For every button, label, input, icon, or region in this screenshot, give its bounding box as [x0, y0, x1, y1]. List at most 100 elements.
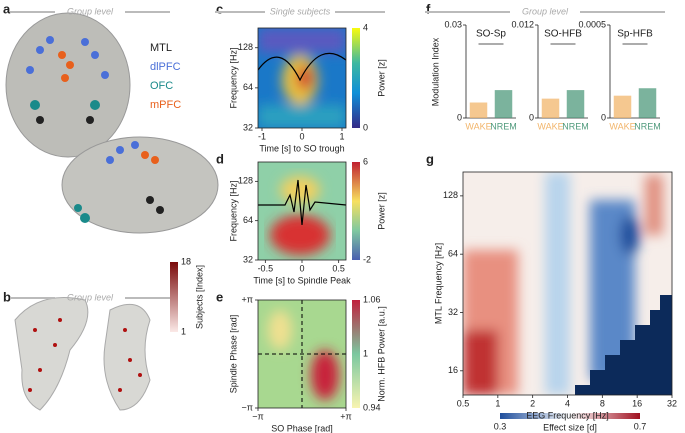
- colorbar-tick-label: -2: [363, 254, 371, 264]
- y-tick-label: 128: [238, 176, 253, 186]
- x-tick-label: -1: [258, 131, 266, 141]
- colorbar-tick-label: 4: [363, 22, 368, 32]
- x-tick-label: 4: [565, 398, 570, 408]
- brain-image: [5, 12, 219, 234]
- colorbar-label: Power [z]: [376, 59, 386, 97]
- header: Group level: [522, 6, 569, 16]
- colorbar-tick-label: 1: [363, 348, 368, 358]
- x-axis-label: EEG Frequency [Hz]: [526, 410, 609, 420]
- legend-entry: mPFC: [150, 99, 181, 111]
- colorbar-label: Power [z]: [376, 192, 386, 230]
- x-tick-label: NREM: [562, 121, 589, 131]
- chart-title: SO-Sp: [476, 29, 506, 40]
- x-tick-label: 2: [530, 398, 535, 408]
- bar: [494, 90, 513, 118]
- x-tick-label: NREM: [634, 121, 661, 131]
- heatmap-e: [258, 300, 346, 408]
- y-tick-label: 16: [448, 365, 458, 375]
- panel-letter: a: [3, 1, 11, 16]
- x-tick-label: -0.5: [258, 263, 274, 273]
- colorbar-label: Norm. HFB Power [a.u.]: [376, 306, 386, 402]
- y-tick-label: 128: [238, 42, 253, 52]
- x-tick-label: 0.5: [332, 263, 345, 273]
- colorbar: [352, 28, 360, 128]
- colorbar-tick-label: 0.7: [634, 421, 647, 431]
- heatmap-d: [258, 162, 346, 260]
- panel-letter: f: [426, 1, 431, 16]
- heatmap-g: [463, 172, 672, 395]
- legend-entry: dlPFC: [150, 61, 181, 73]
- legend-entry: OFC: [150, 80, 173, 92]
- y-tick-label: 32: [448, 307, 458, 317]
- frame: [257, 299, 347, 409]
- y-tick-label: +π: [242, 294, 253, 304]
- x-tick-label: 0.5: [457, 398, 470, 408]
- panel-letter: b: [3, 289, 11, 304]
- panel-letter: c: [216, 1, 223, 16]
- y-tick-label: 64: [243, 82, 253, 92]
- x-tick-label: WAKE: [537, 121, 563, 131]
- bar: [613, 95, 632, 118]
- colorbar: [170, 262, 178, 332]
- colorbar-tick-label: 6: [363, 156, 368, 166]
- x-tick-label: WAKE: [609, 121, 635, 131]
- bar: [566, 90, 585, 118]
- x-axis-label: Time [s] to Spindle Peak: [253, 275, 351, 285]
- legend-entry: MTL: [150, 42, 172, 54]
- y-axis-label: Spindle Phase [rad]: [228, 315, 238, 394]
- y-tick-label: 128: [443, 190, 458, 200]
- y-tick-label: 64: [243, 215, 253, 225]
- header: Group level: [67, 292, 114, 302]
- bar: [541, 98, 560, 118]
- x-axis-label: Time [s] to SO trough: [259, 143, 344, 153]
- hippocampus-image: [14, 297, 151, 411]
- y-tick-label: 0: [601, 112, 606, 122]
- y-tick-label: 0.012: [511, 19, 534, 29]
- x-tick-label: −π: [252, 411, 263, 421]
- panel-letter: e: [216, 289, 223, 304]
- colorbar-tick-label: 1.06: [363, 294, 381, 304]
- y-tick-label: 64: [448, 249, 458, 259]
- x-tick-label: 32: [667, 398, 677, 408]
- header: Single subjects: [270, 6, 331, 16]
- colorbar-tick-label: 0.3: [494, 421, 507, 431]
- x-tick-label: +π: [340, 411, 351, 421]
- colorbar: [352, 300, 360, 408]
- y-tick-label: −π: [242, 402, 253, 412]
- panel-letter: d: [216, 151, 224, 166]
- y-tick-label: 0.0005: [578, 19, 606, 29]
- x-axis-label: SO Phase [rad]: [271, 423, 333, 433]
- y-tick-label: 32: [243, 122, 253, 132]
- x-tick-label: 0: [299, 263, 304, 273]
- y-axis-label: Frequency [Hz]: [228, 47, 238, 108]
- colorbar: [352, 162, 360, 260]
- x-tick-label: 0: [299, 131, 304, 141]
- colorbar-tick-label: 18: [181, 256, 191, 266]
- chart-title: Sp-HFB: [617, 29, 653, 40]
- bar: [469, 102, 488, 118]
- y-axis-label: Modulation Index: [430, 37, 440, 106]
- colorbar: [500, 413, 640, 419]
- heatmap-c: [258, 28, 346, 128]
- chart-title: SO-HFB: [544, 29, 582, 40]
- y-tick-label: 0: [457, 112, 462, 122]
- x-tick-label: WAKE: [465, 121, 491, 131]
- y-tick-label: 0: [529, 112, 534, 122]
- y-axis-label: Frequency [Hz]: [228, 180, 238, 241]
- y-axis-label: MTL Frequency [Hz]: [433, 243, 443, 324]
- colorbar-tick-label: 0: [363, 122, 368, 132]
- colorbar-tick-label: 0.94: [363, 402, 381, 412]
- y-tick-label: 0.03: [444, 19, 462, 29]
- y-tick-label: 32: [243, 254, 253, 264]
- bar: [638, 88, 657, 118]
- colorbar-label: Subjects [Index]: [194, 265, 204, 329]
- colorbar-label: Effect size [d]: [543, 422, 597, 432]
- panel-letter: g: [426, 151, 434, 166]
- x-tick-label: NREM: [490, 121, 517, 131]
- x-tick-label: 1: [495, 398, 500, 408]
- x-tick-label: 1: [339, 131, 344, 141]
- colorbar-tick-label: 1: [181, 326, 186, 336]
- x-tick-label: 8: [600, 398, 605, 408]
- header: Group level: [67, 6, 114, 16]
